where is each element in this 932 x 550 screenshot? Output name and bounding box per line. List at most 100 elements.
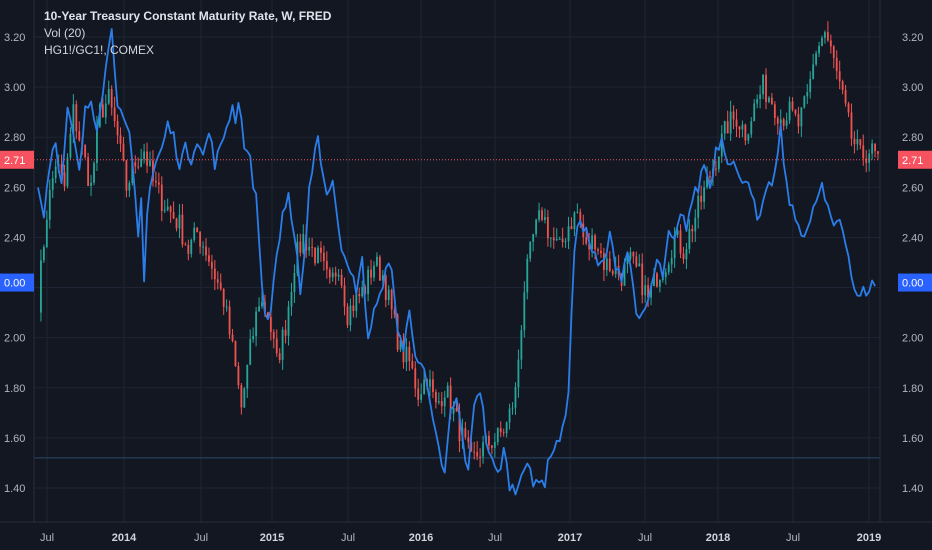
x-tick-label: Jul [40,532,54,544]
candle-body [119,135,122,144]
candle-body [140,158,143,167]
candle [90,174,92,197]
candle [803,95,806,109]
candle [567,216,570,250]
candle-body [393,309,396,315]
candle-body [261,302,263,307]
candle [219,273,222,291]
right-tick-label: 2.00 [902,333,923,345]
candle [255,307,258,347]
candle-body [208,255,210,262]
candle [128,180,131,198]
candle-body [69,133,72,158]
candle-body [96,126,98,164]
candle [638,254,641,267]
candle [735,109,738,137]
candle-body [573,212,576,230]
candle [744,123,747,146]
candle-body [626,258,629,265]
candle-body [496,428,499,442]
candle [514,382,517,415]
candle-body [558,238,561,240]
candle [387,285,390,306]
candle [464,421,467,440]
candle [682,246,685,264]
legend-title[interactable]: 10-Year Treasury Constant Maturity Rate,… [44,9,332,23]
candle [258,297,260,312]
candle-body [234,341,237,367]
candle-body [850,112,853,139]
candle-body [552,237,555,241]
candle [390,288,393,319]
candle [163,200,166,214]
candle-body [399,340,402,350]
candle [281,326,284,370]
candle-body [517,359,520,388]
right-tick-label: 3.20 [902,32,923,44]
candle-body [440,401,443,407]
candle [51,170,54,198]
candle-body [670,258,673,265]
candle-body [434,391,437,403]
candle [125,159,128,198]
candle-body [706,176,708,188]
candle [334,266,337,285]
candle [602,247,605,282]
legend-ratio[interactable]: HG1!/GC1!, COMEX [44,43,155,57]
candle-body [317,247,319,264]
candle [835,50,838,80]
candle-body [667,264,670,273]
candle-body [172,212,175,219]
candle-body [240,385,243,408]
candle [432,371,434,399]
candle-body [865,158,868,163]
candle-body [868,153,871,163]
legend-volume[interactable]: Vol (20) [44,26,86,40]
candle [859,139,862,150]
candle [154,171,157,188]
candle [275,329,278,357]
candle-body [821,37,823,47]
candle [508,403,511,430]
candle [726,110,729,134]
candle-body [213,268,216,280]
candle [225,299,228,312]
candle-body [499,428,502,433]
candle-body [225,306,228,308]
candle-body [370,269,372,278]
candle [703,180,706,210]
candle-body [826,32,829,41]
candle-body [720,133,723,157]
candle [555,228,558,242]
candle-body [523,292,526,331]
candle [240,382,243,415]
left-tick-label: 2.00 [4,333,25,345]
candle-body [287,306,290,336]
candle-body [72,104,75,134]
candle-body [219,282,222,289]
candle [160,176,163,222]
candle [685,242,688,270]
left-tick-label: 2.80 [4,132,25,144]
candle-body [585,237,588,244]
candle [561,227,564,248]
grid-lines [34,0,880,522]
candle-body [343,285,346,307]
candle-body [325,261,328,270]
candle-body [541,210,543,220]
candle-body [178,214,181,229]
candle-body [107,89,110,104]
candle-body [714,168,717,170]
candle [172,201,175,220]
candle [797,106,800,134]
candle-body [632,252,635,257]
x-tick-label: 2017 [558,532,582,544]
candle [479,448,482,468]
candle [729,100,732,141]
candle-body [806,92,809,97]
candle [570,217,573,230]
candle-body [101,104,104,118]
candle [762,74,764,100]
candle [552,227,555,249]
